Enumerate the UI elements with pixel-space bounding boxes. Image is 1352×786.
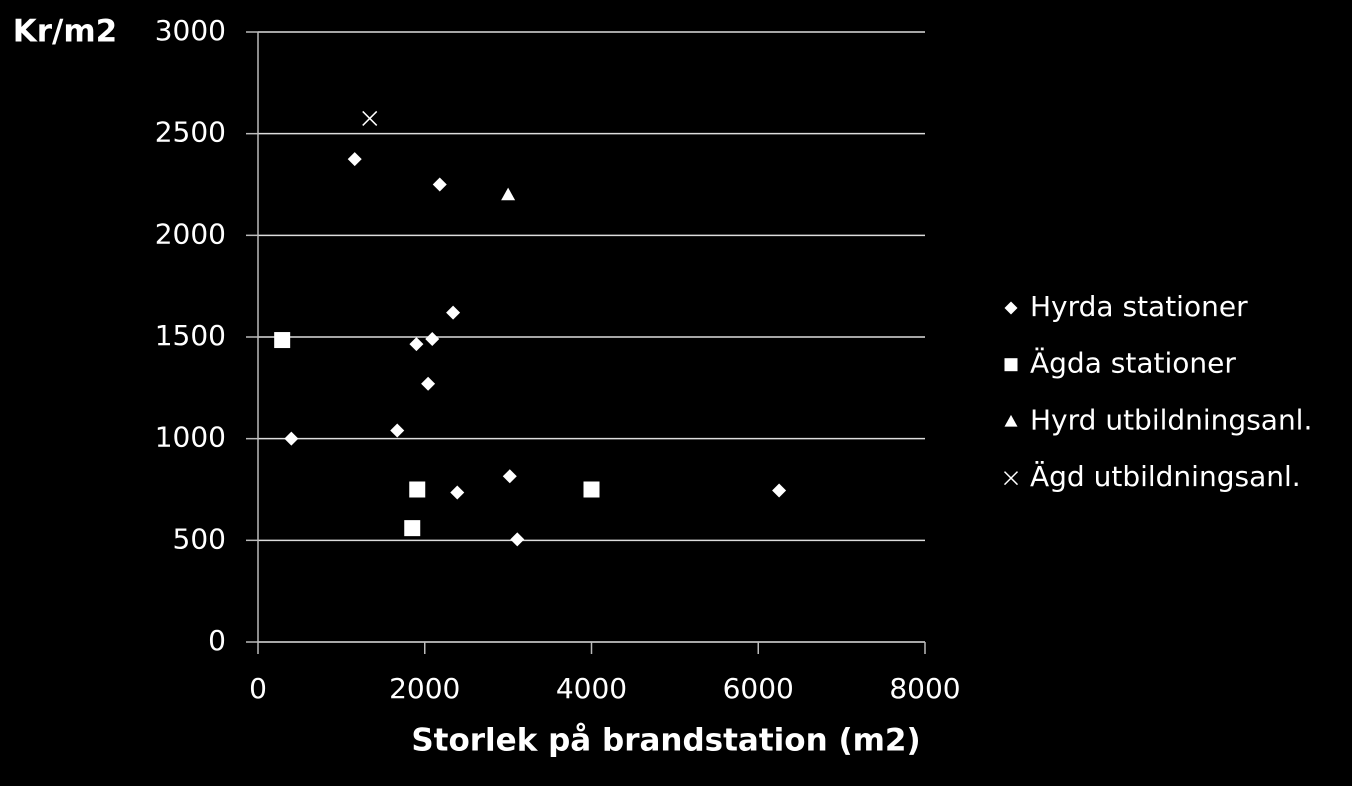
x-tick-label: 0	[249, 672, 267, 705]
y-tick-label: 2500	[155, 116, 226, 149]
x-tick-label: 4000	[556, 672, 627, 705]
diamond-marker	[772, 483, 787, 498]
diamond-marker	[421, 376, 436, 391]
x-axis-label: Storlek på brandstation (m2)	[411, 723, 920, 759]
y-tick-label: 1500	[155, 319, 226, 352]
x-tick-label: 2000	[389, 672, 460, 705]
triangle-marker	[501, 187, 516, 201]
legend-label: Ägda stationer	[1030, 347, 1236, 380]
cross-marker	[1003, 471, 1019, 486]
square-marker	[274, 332, 291, 349]
y-axis-label: Kr/m2	[13, 14, 118, 50]
x-tick-label: 6000	[723, 672, 794, 705]
square-marker	[583, 481, 600, 498]
legend-label: Ägd utbildningsanl.	[1030, 460, 1301, 493]
diamond-marker	[425, 332, 440, 347]
diamond-marker	[510, 532, 525, 547]
x-tick-label: 8000	[889, 672, 960, 705]
y-tick-label: 2000	[155, 217, 226, 250]
legend-label: Hyrda stationer	[1030, 290, 1248, 323]
diamond-marker	[450, 485, 465, 500]
diamond-marker	[409, 337, 424, 352]
diamond-marker	[347, 152, 362, 167]
diamond-marker	[1004, 301, 1018, 315]
diamond-marker	[502, 469, 517, 484]
diamond-marker	[390, 423, 405, 438]
y-tick-label: 1000	[155, 421, 226, 454]
y-tick-label: 0	[208, 624, 226, 657]
y-tick-label: 3000	[155, 14, 226, 47]
cross-marker	[362, 110, 378, 126]
square-marker	[409, 481, 426, 498]
square-marker	[404, 520, 421, 537]
legend-label: Hyrd utbildningsanl.	[1030, 403, 1312, 436]
square-marker	[1004, 358, 1018, 372]
triangle-marker	[1004, 414, 1018, 427]
diamond-marker	[284, 431, 299, 446]
diamond-marker	[432, 177, 447, 192]
diamond-marker	[446, 305, 461, 320]
y-tick-label: 500	[173, 522, 226, 555]
